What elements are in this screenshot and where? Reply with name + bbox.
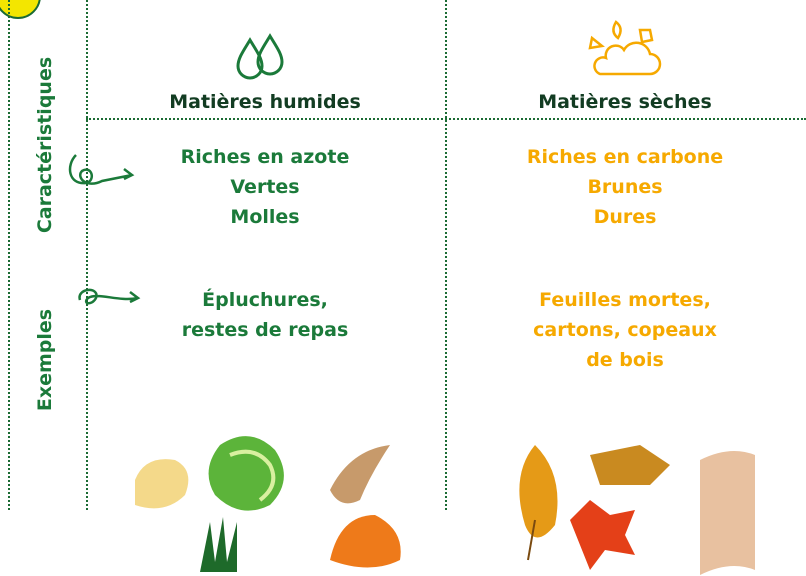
example-line: Épluchures, [202,289,328,311]
wet-images [135,436,401,572]
divider [8,0,10,510]
characteristics: Riches en carbone Brunes Dures [460,142,790,232]
example-line: restes de repas [181,319,349,341]
example-line: Feuilles mortes, [539,289,711,311]
divider [86,118,806,120]
dry-images [519,445,755,575]
characteristic: Vertes [230,176,300,198]
example-line: cartons, copeaux [533,319,717,341]
column-header: Matières sèches [538,91,712,113]
examples: Épluchures, restes de repas [100,285,430,345]
dry-icon [588,20,662,76]
characteristic: Riches en carbone [526,146,724,168]
characteristic: Dures [593,206,657,228]
row-label: Caractéristiques [34,56,56,234]
corner-badge [0,0,41,19]
humid-icon [236,33,284,80]
characteristic: Riches en azote [180,146,350,168]
divider [86,0,88,510]
characteristic: Molles [230,206,300,228]
characteristics: Riches en azote Vertes Molles [100,142,430,232]
examples: Feuilles mortes, cartons, copeaux de bois [460,285,790,375]
divider [445,0,447,510]
row-label: Exemples [34,308,56,412]
example-line: de bois [586,349,664,371]
column-header: Matières humides [169,91,361,113]
characteristic: Brunes [587,176,663,198]
